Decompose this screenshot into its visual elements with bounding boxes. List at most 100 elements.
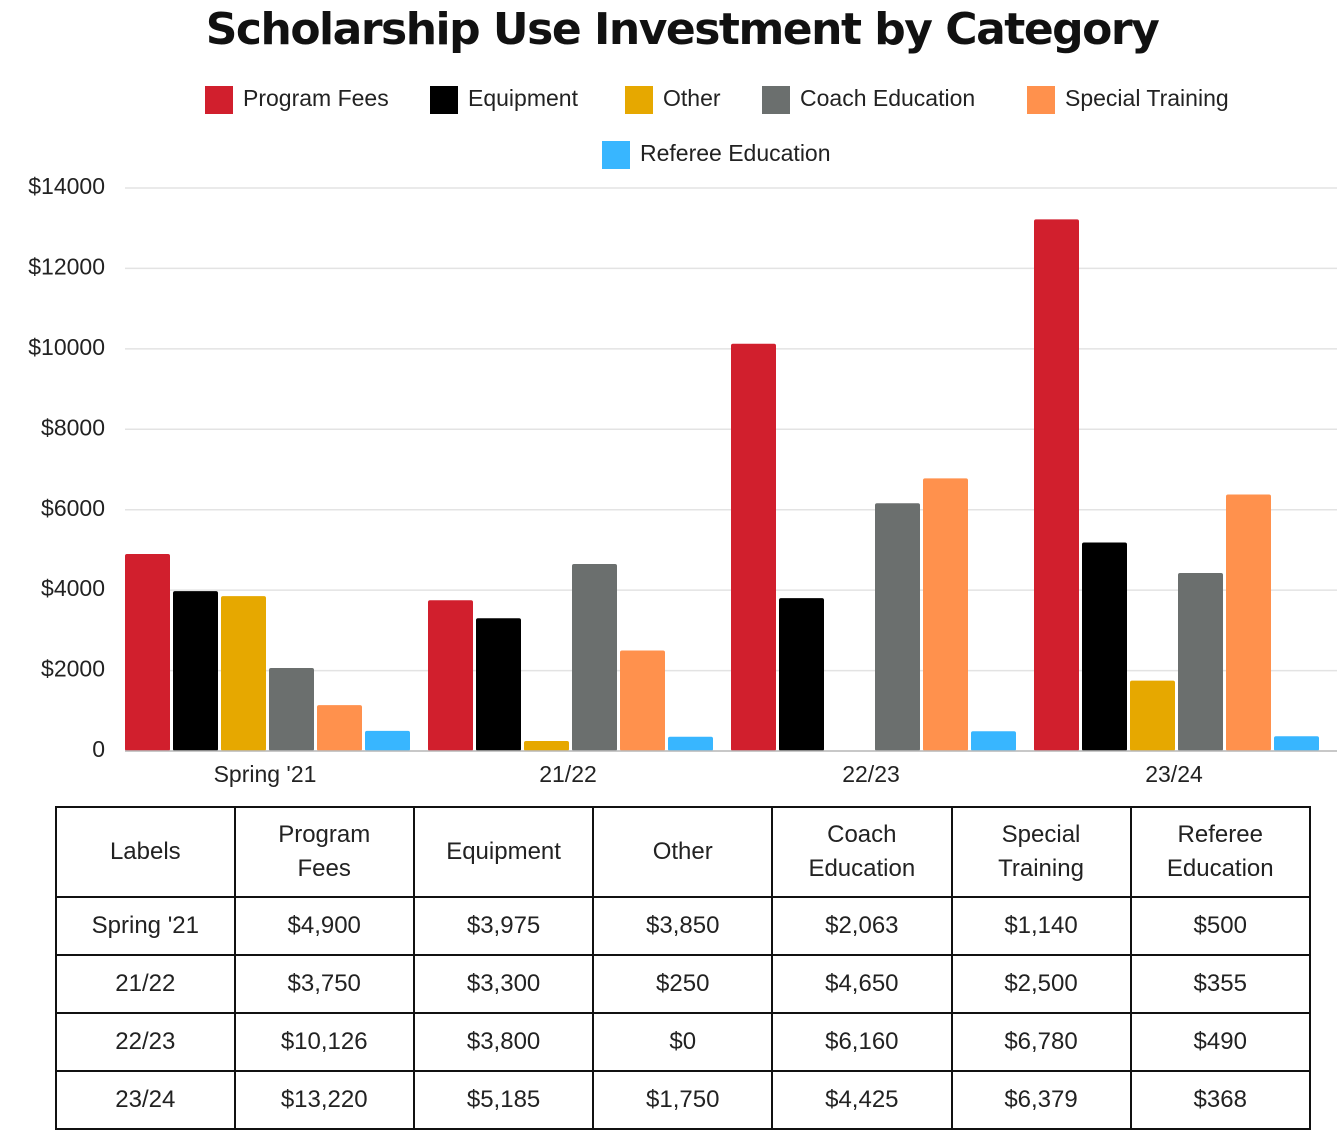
legend-swatch: [205, 86, 233, 114]
row-label: Spring '21: [55, 896, 236, 956]
value-cell: $13,220: [233, 1070, 415, 1130]
legend-label: Special Training: [1065, 85, 1229, 111]
bar: [1226, 494, 1271, 751]
value-cell: $2,063: [771, 896, 953, 956]
legend-label: Coach Education: [800, 85, 975, 111]
bar: [971, 731, 1016, 751]
value-cell: $3,300: [412, 954, 595, 1014]
y-tick-label: $8000: [41, 414, 105, 440]
y-tick-label: $10000: [28, 334, 105, 360]
cell-text: $6,379: [1004, 1086, 1078, 1113]
cell-text: 23/24: [115, 1086, 176, 1113]
value-cell: $3,750: [233, 954, 415, 1014]
cell-text: Labels: [109, 838, 181, 865]
cell-text: $13,220: [280, 1086, 368, 1113]
x-tick-label: 22/23: [842, 761, 900, 787]
header-cell: Program Fees: [233, 806, 415, 898]
bar: [269, 668, 314, 751]
table-body: Labels Program Fees Equipment Other Coach Ed…: [55, 806, 1312, 1130]
cell-text: $6,160: [825, 1028, 899, 1055]
chart: Scholarship Use Investment by Category 0…: [28, 4, 1337, 787]
bar: [1034, 219, 1079, 752]
cell-text: $1,140: [1004, 912, 1078, 939]
header-cell: Labels: [55, 806, 236, 898]
cell-text: 21/22: [115, 970, 176, 997]
value-cell: $368: [1129, 1070, 1312, 1130]
value-cell: $490: [1129, 1012, 1312, 1072]
header-cell: Equipment: [412, 806, 595, 898]
value-cell: $3,975: [412, 896, 595, 956]
cell-text: $4,425: [825, 1086, 899, 1113]
cell-text: Referee Education: [1166, 821, 1274, 882]
legend-swatch: [602, 141, 630, 169]
cell-text: Special Training: [998, 821, 1084, 882]
chart-title: Scholarship Use Investment by Category: [206, 4, 1159, 55]
header-cell: Special Training: [950, 806, 1132, 898]
cell-text: $4,650: [825, 970, 899, 997]
cell-text: Coach Education: [808, 821, 916, 882]
cell-text: $10,126: [280, 1028, 368, 1055]
cell-text: $3,300: [466, 970, 541, 997]
y-tick-label: $4000: [41, 575, 105, 601]
bar: [365, 730, 410, 751]
bar: [524, 740, 569, 751]
x-tick-label: 23/24: [1145, 761, 1203, 787]
table-row: Labels Program Fees Equipment Other Coach Ed…: [55, 806, 1312, 898]
legend-label: Program Fees: [243, 85, 389, 111]
table-row: Spring '21 $4,900 $3,975 $3,850 $2,063 $1,140…: [55, 896, 1312, 956]
bar: [476, 618, 521, 751]
bar: [1130, 680, 1175, 751]
value-cell: $500: [1129, 896, 1312, 956]
value-cell: $1,140: [950, 896, 1132, 956]
legend-label: Referee Education: [640, 140, 831, 166]
cell-text: $2,063: [825, 912, 899, 939]
cell-text: $5,185: [466, 1086, 541, 1113]
value-cell: $6,780: [950, 1012, 1132, 1072]
header-cell: Other: [592, 806, 774, 898]
cell-text: Spring '21: [91, 912, 199, 939]
cell-text: $6,780: [1004, 1028, 1078, 1055]
value-cell: $3,800: [412, 1012, 595, 1072]
bar: [1082, 542, 1127, 751]
table-row: 21/22 $3,750 $3,300 $250 $4,650 $2,500 $355: [55, 954, 1312, 1014]
legend-swatch: [762, 86, 790, 114]
value-cell: $6,379: [950, 1070, 1132, 1130]
y-tick-label: $14000: [28, 173, 105, 199]
table-row: 23/24 $13,220 $5,185 $1,750 $4,425 $6,379 $368: [55, 1070, 1312, 1130]
row-label: 22/23: [55, 1012, 236, 1072]
bar: [923, 478, 968, 751]
bar: [317, 705, 362, 751]
bar: [572, 564, 617, 751]
cell-text: $4,900: [287, 912, 361, 939]
cell-text: $355: [1193, 970, 1247, 997]
x-tick-label: Spring '21: [214, 761, 317, 787]
bar: [1274, 736, 1319, 751]
bar: [668, 736, 713, 751]
legend-swatch: [430, 86, 458, 114]
value-cell: $6,160: [771, 1012, 953, 1072]
bar: [875, 503, 920, 751]
cell-text: $500: [1193, 912, 1247, 939]
y-tick-label: 0: [92, 736, 105, 762]
cell-text: $3,850: [646, 912, 720, 939]
value-cell: $3,850: [592, 896, 774, 956]
bar: [731, 343, 776, 751]
bar: [428, 600, 473, 751]
bar: [173, 591, 218, 751]
bar: [620, 650, 665, 751]
bar: [125, 553, 170, 751]
y-tick-label: $2000: [41, 656, 105, 682]
legend-label: Other: [663, 85, 721, 111]
bar: [221, 596, 266, 751]
value-cell: $250: [592, 954, 774, 1014]
legend-label: Equipment: [468, 85, 579, 111]
row-label: 23/24: [55, 1070, 236, 1130]
cell-text: $2,500: [1004, 970, 1078, 997]
data-table: Labels Program Fees Equipment Other Coach Ed…: [55, 806, 1312, 1130]
bar: [1178, 573, 1223, 751]
value-cell: $355: [1129, 954, 1312, 1014]
value-cell: $4,650: [771, 954, 953, 1014]
cell-text: Program Fees: [278, 821, 371, 882]
y-tick-label: $12000: [28, 254, 105, 280]
value-cell: $1,750: [592, 1070, 774, 1130]
